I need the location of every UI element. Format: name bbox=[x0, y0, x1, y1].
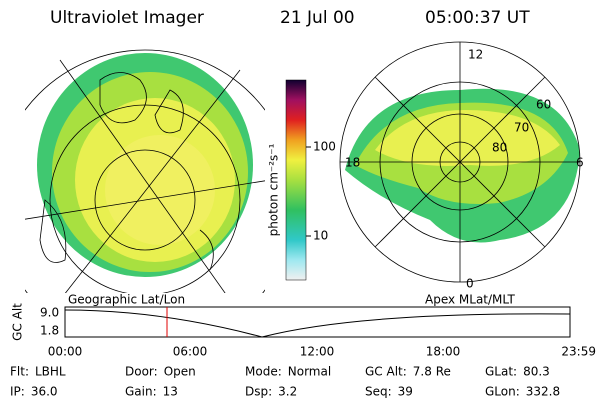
footer-label: GLat: bbox=[485, 365, 517, 379]
footer-label: GC Alt: bbox=[365, 365, 407, 379]
footer-label: IP: bbox=[10, 385, 25, 399]
timeline-x-label: 23:59 bbox=[561, 345, 596, 359]
footer-label: Mode: bbox=[245, 365, 282, 379]
timeline-x-label: 06:00 bbox=[173, 345, 208, 359]
footer-value: 80.3 bbox=[523, 365, 550, 379]
colorbar-label: 100 bbox=[313, 140, 336, 154]
mlt-label: 12 bbox=[468, 48, 483, 62]
footer-value: Normal bbox=[288, 365, 331, 379]
mlat-label: 70 bbox=[514, 121, 529, 135]
timeline-x-label: 00:00 bbox=[48, 345, 83, 359]
footer-value: Open bbox=[164, 365, 196, 379]
footer-value: 7.8 Re bbox=[413, 365, 451, 379]
mlat-label: 60 bbox=[536, 98, 551, 112]
footer-label: Dsp: bbox=[245, 385, 272, 399]
colorbar bbox=[285, 79, 307, 281]
footer-label: Gain: bbox=[125, 385, 157, 399]
footer-value: 39 bbox=[398, 385, 413, 399]
footer-value: 3.2 bbox=[278, 385, 297, 399]
mlt-label: 18 bbox=[345, 156, 360, 170]
mlat-label: 80 bbox=[492, 141, 507, 155]
altitude-curve bbox=[64, 309, 571, 338]
footer-label: GLon: bbox=[485, 385, 520, 399]
footer-value: LBHL bbox=[35, 365, 66, 379]
mlt-label: 0 bbox=[466, 277, 474, 291]
footer-label: Seq: bbox=[365, 385, 392, 399]
footer-value: 13 bbox=[163, 385, 178, 399]
mlt-label: 6 bbox=[576, 156, 584, 170]
panel-label: Apex MLat/MLT bbox=[425, 293, 515, 307]
timeline-y-label: 1.8 bbox=[40, 324, 59, 338]
colorbar-label: 10 bbox=[313, 229, 328, 243]
geographic-image bbox=[25, 49, 265, 293]
footer-value: 332.8 bbox=[526, 385, 560, 399]
footer: Flt: LBHL Door: Open Mode: Normal GC Alt: 7.8 R… bbox=[10, 365, 560, 399]
footer-value: 36.0 bbox=[31, 385, 58, 399]
title: Ultraviolet Imager bbox=[50, 8, 204, 28]
date: 21 Jul 00 bbox=[280, 8, 355, 28]
timeline-y-label: 9.0 bbox=[40, 306, 59, 320]
panel-label: Geographic Lat/Lon bbox=[68, 293, 185, 307]
timeline-x-label: 18:00 bbox=[426, 345, 461, 359]
timeline-x-label: 12:00 bbox=[300, 345, 335, 359]
timeline-frame bbox=[64, 306, 571, 338]
footer-label: Flt: bbox=[10, 365, 29, 379]
timeline-axis-label: GC Alt bbox=[11, 303, 25, 341]
colorbar-unit: photon cm⁻²s⁻¹ bbox=[267, 143, 281, 236]
polar-image bbox=[345, 88, 580, 243]
footer-label: Door: bbox=[125, 365, 158, 379]
time: 05:00:37 UT bbox=[425, 8, 530, 28]
